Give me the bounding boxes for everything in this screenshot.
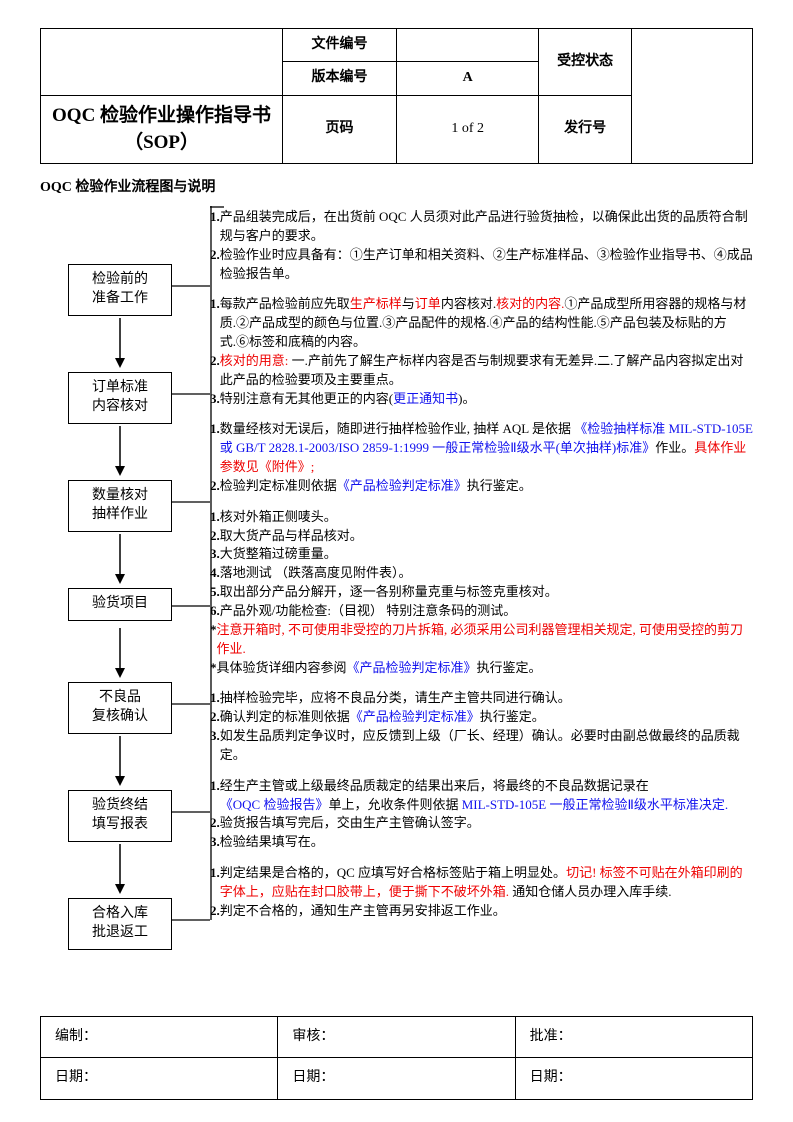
doc-no xyxy=(397,29,539,62)
desc-block: 1.数量经核对无误后，随即进行抽样检验作业, 抽样 AQL 是依据 《检验抽样标… xyxy=(210,420,753,495)
desc-item: 1.经生产主管或上级最终品质裁定的结果出来后，将最终的不良品数据记录在《OQC … xyxy=(210,777,753,815)
item-text: 产品组装完成后，在出货前 OQC 人员须对此产品进行验货抽检，以确保此出货的品质… xyxy=(220,208,753,246)
item-text: 取出部分产品分解开，逐一各别称量克重与标签克重核对。 xyxy=(220,583,753,602)
item-text: 验货报告填写完后，交由生产主管确认签字。 xyxy=(220,814,753,833)
footer-table: 编制： 审核： 批准： 日期： 日期： 日期： xyxy=(40,1016,753,1100)
flow-box: 验货项目 xyxy=(68,588,172,621)
section-title: OQC 检验作业流程图与说明 xyxy=(40,178,753,198)
ver-label: 版本编号 xyxy=(283,62,397,95)
item-text: 核对外箱正侧唛头。 xyxy=(220,508,753,527)
desc-item: *具体验货详细内容参阅《产品检验判定标准》执行鉴定。 xyxy=(210,659,753,678)
desc-item: 1.判定结果是合格的，QC 应填写好合格标签贴于箱上明显处。切记! 标签不可贴在… xyxy=(210,864,753,902)
item-text: 如发生品质判定争议时，应反馈到上级（厂长、经理）确认。必要时由副总做最终的品质裁… xyxy=(220,727,753,765)
description-column: 1.产品组装完成后，在出货前 OQC 人员须对此产品进行验货抽检，以确保此出货的… xyxy=(200,208,753,998)
desc-item: 1.抽样检验完毕，应将不良品分类，请生产主管共同进行确认。 xyxy=(210,689,753,708)
desc-item: 2.取大货产品与样品核对。 xyxy=(210,527,753,546)
doc-no-label: 文件编号 xyxy=(283,29,397,62)
desc-block: 1.抽样检验完毕，应将不良品分类，请生产主管共同进行确认。2.确认判定的标准则依… xyxy=(210,689,753,764)
desc-item: 6.产品外观/功能检查:（目视） 特别注意条码的测试。 xyxy=(210,602,753,621)
desc-item: 1.数量经核对无误后，随即进行抽样检验作业, 抽样 AQL 是依据 《检验抽样标… xyxy=(210,420,753,477)
desc-item: 3.大货整箱过磅重量。 xyxy=(210,545,753,564)
approved-by: 批准： xyxy=(515,1016,752,1057)
arrow-down-icon xyxy=(110,844,130,894)
desc-block: 1.产品组装完成后，在出货前 OQC 人员须对此产品进行验货抽检，以确保此出货的… xyxy=(210,208,753,283)
desc-item: 5.取出部分产品分解开，逐一各别称量克重与标签克重核对。 xyxy=(210,583,753,602)
item-text: 落地测试 （跌落高度见附件表）。 xyxy=(220,564,753,583)
arrow-down-icon xyxy=(110,534,130,584)
desc-item: 4.落地测试 （跌落高度见附件表）。 xyxy=(210,564,753,583)
prepared-by: 编制： xyxy=(41,1016,278,1057)
item-text: 大货整箱过磅重量。 xyxy=(220,545,753,564)
item-text: 具体验货详细内容参阅《产品检验判定标准》执行鉴定。 xyxy=(217,659,754,678)
approve-date: 日期： xyxy=(515,1058,752,1099)
reviewed-by: 审核： xyxy=(278,1016,515,1057)
desc-item: 2.验货报告填写完后，交由生产主管确认签字。 xyxy=(210,814,753,833)
arrow-down-icon xyxy=(110,628,130,678)
status-value xyxy=(631,29,752,164)
flow-box: 合格入库批退返工 xyxy=(68,898,172,950)
arrow-down-icon xyxy=(110,736,130,786)
prep-date: 日期： xyxy=(41,1058,278,1099)
desc-item: 1.核对外箱正侧唛头。 xyxy=(210,508,753,527)
desc-block: 1.每款产品检验前应先取生产标样与订单内容核对.核对的内容.①产品成型所用容器的… xyxy=(210,295,753,408)
desc-item: *注意开箱时, 不可使用非受控的刀片拆箱, 必须采用公司利器管理相关规定, 可使… xyxy=(210,621,753,659)
item-text: 经生产主管或上级最终品质裁定的结果出来后，将最终的不良品数据记录在《OQC 检验… xyxy=(220,777,753,815)
flowchart: 检验前的准备工作订单标准内容核对数量核对抽样作业验货项目不良品复核确认验货终结填… xyxy=(40,208,200,998)
page-value: 1 of 2 xyxy=(397,95,539,163)
header-table: 文件编号 受控状态 版本编号 A OQC 检验作业操作指导书（SOP） 页码 1… xyxy=(40,28,753,164)
main-content: 检验前的准备工作订单标准内容核对数量核对抽样作业验货项目不良品复核确认验货终结填… xyxy=(40,208,753,998)
item-text: 每款产品检验前应先取生产标样与订单内容核对.核对的内容.①产品成型所用容器的规格… xyxy=(220,295,753,352)
item-text: 抽样检验完毕，应将不良品分类，请生产主管共同进行确认。 xyxy=(220,689,753,708)
page-label: 页码 xyxy=(283,95,397,163)
item-text: 产品外观/功能检查:（目视） 特别注意条码的测试。 xyxy=(220,602,753,621)
item-text: 核对的用意: 一.产前先了解生产标样内容是否与制规要求有无差异.二.了解产品内容… xyxy=(220,352,753,390)
arrow-down-icon xyxy=(110,426,130,476)
flow-box: 数量核对抽样作业 xyxy=(68,480,172,532)
item-text: 数量经核对无误后，随即进行抽样检验作业, 抽样 AQL 是依据 《检验抽样标准 … xyxy=(220,420,753,477)
flow-box: 检验前的准备工作 xyxy=(68,264,172,316)
item-text: 判定结果是合格的，QC 应填写好合格标签贴于箱上明显处。切记! 标签不可贴在外箱… xyxy=(220,864,753,902)
review-date: 日期： xyxy=(278,1058,515,1099)
desc-item: 2.判定不合格的，通知生产主管再另安排返工作业。 xyxy=(210,902,753,921)
desc-item: 1.每款产品检验前应先取生产标样与订单内容核对.核对的内容.①产品成型所用容器的… xyxy=(210,295,753,352)
desc-item: 2.检验判定标准则依据《产品检验判定标准》执行鉴定。 xyxy=(210,477,753,496)
desc-item: 3.检验结果填写在。 xyxy=(210,833,753,852)
desc-item: 1.产品组装完成后，在出货前 OQC 人员须对此产品进行验货抽检，以确保此出货的… xyxy=(210,208,753,246)
item-text: 注意开箱时, 不可使用非受控的刀片拆箱, 必须采用公司利器管理相关规定, 可使用… xyxy=(217,621,754,659)
desc-item: 2.确认判定的标准则依据《产品检验判定标准》执行鉴定。 xyxy=(210,708,753,727)
item-text: 特别注意有无其他更正的内容(更正通知书)。 xyxy=(220,390,753,409)
flow-box: 不良品复核确认 xyxy=(68,682,172,734)
item-text: 检验结果填写在。 xyxy=(220,833,753,852)
flow-box: 验货终结填写报表 xyxy=(68,790,172,842)
item-text: 判定不合格的，通知生产主管再另安排返工作业。 xyxy=(220,902,753,921)
desc-item: 2.检验作业时应具备有：①生产订单和相关资料、②生产标准样品、③检验作业指导书、… xyxy=(210,246,753,284)
item-text: 检验判定标准则依据《产品检验判定标准》执行鉴定。 xyxy=(220,477,753,496)
desc-item: 2.核对的用意: 一.产前先了解生产标样内容是否与制规要求有无差异.二.了解产品… xyxy=(210,352,753,390)
item-text: 确认判定的标准则依据《产品检验判定标准》执行鉴定。 xyxy=(220,708,753,727)
desc-item: 3.如发生品质判定争议时，应反馈到上级（厂长、经理）确认。必要时由副总做最终的品… xyxy=(210,727,753,765)
status-label: 受控状态 xyxy=(539,29,632,96)
desc-item: 3.特别注意有无其他更正的内容(更正通知书)。 xyxy=(210,390,753,409)
item-text: 取大货产品与样品核对。 xyxy=(220,527,753,546)
ver-value: A xyxy=(397,62,539,95)
arrow-down-icon xyxy=(110,318,130,368)
desc-block: 1.核对外箱正侧唛头。2.取大货产品与样品核对。3.大货整箱过磅重量。4.落地测… xyxy=(210,508,753,678)
desc-block: 1.经生产主管或上级最终品质裁定的结果出来后，将最终的不良品数据记录在《OQC … xyxy=(210,777,753,852)
item-text: 检验作业时应具备有：①生产订单和相关资料、②生产标准样品、③检验作业指导书、④成… xyxy=(220,246,753,284)
flow-box: 订单标准内容核对 xyxy=(68,372,172,424)
issue-label: 发行号 xyxy=(539,95,632,163)
doc-title: OQC 检验作业操作指导书（SOP） xyxy=(41,95,283,163)
desc-block: 1.判定结果是合格的，QC 应填写好合格标签贴于箱上明显处。切记! 标签不可贴在… xyxy=(210,864,753,921)
